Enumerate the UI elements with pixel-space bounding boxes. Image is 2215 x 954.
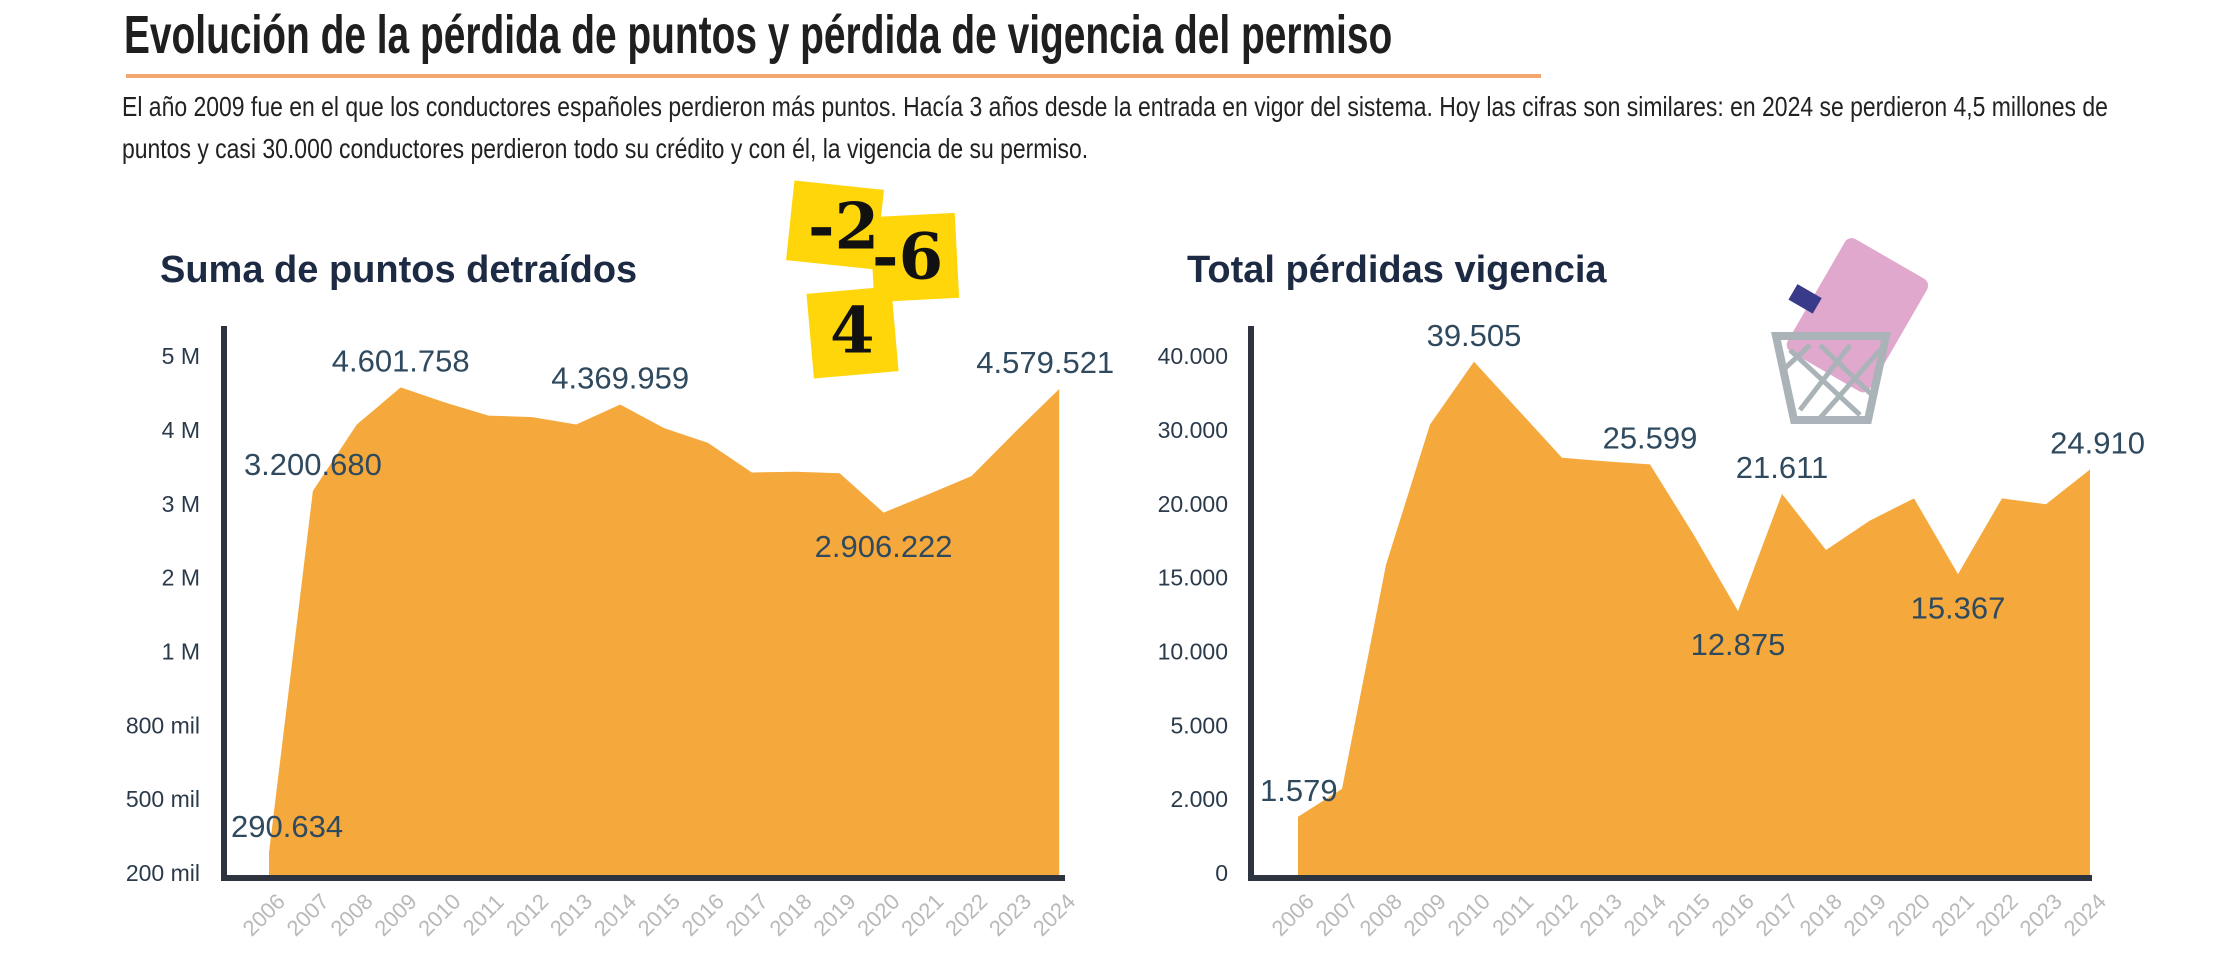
x-tick-label: 2009 xyxy=(369,889,421,941)
x-tick-label: 2014 xyxy=(1619,889,1671,941)
value-label: 12.875 xyxy=(1691,627,1786,662)
value-label: 25.599 xyxy=(1603,421,1698,456)
y-tick-label: 3 M xyxy=(162,491,200,517)
x-tick-label: 2019 xyxy=(1839,889,1891,941)
value-label: 290.634 xyxy=(231,809,343,844)
value-label: 21.611 xyxy=(1736,450,1829,485)
bin-icon xyxy=(1771,238,1929,424)
x-tick-label: 2010 xyxy=(413,889,465,941)
y-tick-label: 500 mil xyxy=(126,786,200,812)
chart-title: Total pérdidas vigencia xyxy=(1187,249,1607,291)
y-tick-label: 2.000 xyxy=(1170,786,1228,812)
value-label: 15.367 xyxy=(1911,590,2006,625)
x-tick-label: 2011 xyxy=(1487,889,1538,940)
value-label: 24.910 xyxy=(2050,426,2145,461)
x-tick-label: 2009 xyxy=(1399,889,1451,941)
subtitle: El año 2009 fue en el que los conductore… xyxy=(122,91,2108,164)
x-tick-label: 2021 xyxy=(896,889,948,941)
y-tick-label: 1 M xyxy=(162,639,200,665)
x-tick-label: 2015 xyxy=(1663,889,1715,941)
value-label: 39.505 xyxy=(1427,318,1522,353)
y-tick-label: 40.000 xyxy=(1158,343,1228,369)
title: Evolución de la pérdida de puntos y pérd… xyxy=(124,5,1393,65)
y-tick-label: 15.000 xyxy=(1158,565,1228,591)
sticker xyxy=(869,212,960,303)
x-tick-label: 2023 xyxy=(984,889,1036,941)
x-tick-label: 2007 xyxy=(1311,889,1363,941)
x-tick-label: 2022 xyxy=(1971,889,2023,941)
x-tick-label: 2019 xyxy=(808,889,860,941)
sticker-label: -2 xyxy=(808,190,879,265)
area xyxy=(269,387,1060,878)
x-tick-label: 2018 xyxy=(764,889,816,941)
y-tick-label: 4 M xyxy=(162,417,200,443)
x-tick-label: 2017 xyxy=(1751,889,1803,941)
y-tick-label: 30.000 xyxy=(1158,417,1228,443)
y-tick-label: 5.000 xyxy=(1170,712,1228,738)
area xyxy=(1298,361,2090,879)
x-tick-label: 2008 xyxy=(325,889,377,941)
x-tick-label: 2006 xyxy=(238,889,290,941)
y-tick-label: 0 xyxy=(1215,860,1228,886)
x-tick-label: 2015 xyxy=(633,889,685,941)
value-label: 4.601.758 xyxy=(332,344,470,379)
x-tick-label: 2012 xyxy=(501,889,553,941)
stickers: -2 -6 4 xyxy=(786,180,960,379)
sticker-label: 4 xyxy=(830,294,875,369)
value-label: 3.200.680 xyxy=(244,447,382,482)
x-tick-label: 2006 xyxy=(1267,889,1319,941)
y-tick-label: 20.000 xyxy=(1158,491,1228,517)
x-tick-label: 2016 xyxy=(1707,889,1759,941)
y-tick-label: 200 mil xyxy=(126,860,200,886)
x-tick-label: 2020 xyxy=(852,889,904,941)
y-tick-label: 2 M xyxy=(162,565,200,591)
value-label: 4.369.959 xyxy=(551,361,689,396)
x-tick-label: 2013 xyxy=(1575,889,1627,941)
x-tick-label: 2013 xyxy=(545,889,597,941)
sticker xyxy=(786,180,884,270)
x-tick-label: 2024 xyxy=(1028,889,1080,941)
x-tick-label: 2024 xyxy=(2059,889,2111,941)
value-label: 4.579.521 xyxy=(976,345,1114,380)
x-tick-label: 2014 xyxy=(589,889,641,941)
chart-title: Suma de puntos detraídos xyxy=(160,249,637,291)
x-tick-label: 2012 xyxy=(1531,889,1583,941)
x-tick-label: 2018 xyxy=(1795,889,1847,941)
x-tick-label: 2010 xyxy=(1443,889,1495,941)
x-tick-label: 2017 xyxy=(721,889,773,941)
value-label: 1.579 xyxy=(1260,773,1338,808)
x-tick-label: 2016 xyxy=(677,889,729,941)
x-tick-label: 2007 xyxy=(282,889,334,941)
x-tick-label: 2020 xyxy=(1883,889,1935,941)
x-tick-label: 2021 xyxy=(1927,889,1979,941)
x-tick-label: 2011 xyxy=(458,889,509,940)
value-label: 2.906.222 xyxy=(815,529,953,564)
sticker xyxy=(806,286,899,379)
y-tick-label: 10.000 xyxy=(1158,639,1228,665)
y-tick-label: 800 mil xyxy=(126,712,200,738)
x-tick-label: 2022 xyxy=(940,889,992,941)
x-tick-label: 2008 xyxy=(1355,889,1407,941)
sticker-label: -6 xyxy=(872,220,943,295)
y-tick-label: 5 M xyxy=(162,343,200,369)
x-tick-label: 2023 xyxy=(2015,889,2067,941)
